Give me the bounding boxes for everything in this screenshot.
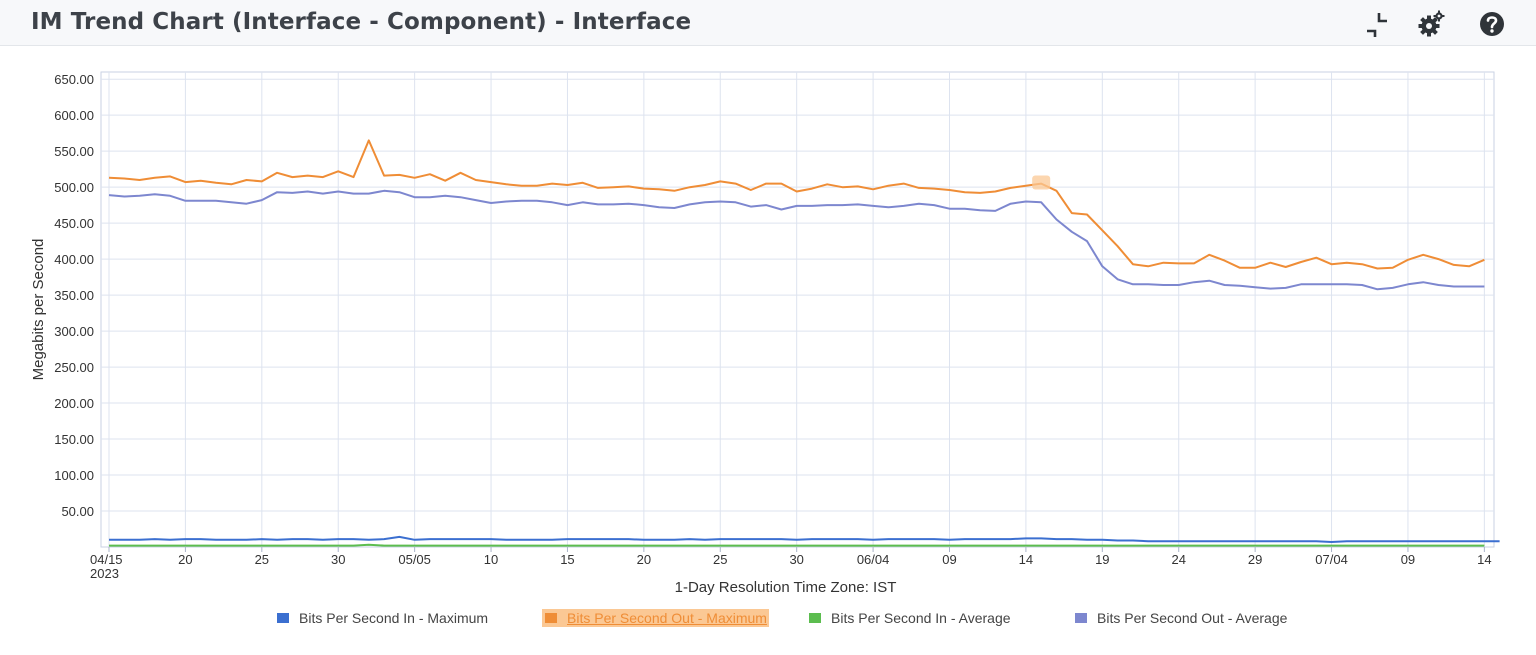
legend-swatch-out-max (545, 613, 557, 623)
settings-gear-icon[interactable] (1417, 10, 1445, 38)
legend-swatch-in-max (277, 613, 289, 623)
y-tick-label: 250.00 (54, 360, 94, 375)
y-axis-title: Megabits per Second (30, 239, 47, 381)
x-tick-label: 24 (1171, 552, 1185, 567)
y-tick-label: 600.00 (54, 108, 94, 123)
legend-item-out-max[interactable]: Bits Per Second Out - Maximum (542, 609, 769, 627)
x-tick-label: 29 (1248, 552, 1262, 567)
x-tick-label: 05/05 (398, 552, 431, 567)
x-tick-sublabel: 2023 (90, 566, 119, 581)
y-tick-label: 550.00 (54, 144, 94, 159)
help-icon[interactable] (1479, 10, 1507, 38)
y-tick-label: 100.00 (54, 468, 94, 483)
y-tick-label: 450.00 (54, 216, 94, 231)
x-tick-label: 30 (789, 552, 803, 567)
y-tick-label: 500.00 (54, 180, 94, 195)
trend-chart[interactable]: 650.00 600.00 550.00 500.00 450.00 400.00 350.… (0, 46, 1536, 606)
x-tick-label: 20 (178, 552, 192, 567)
legend-label-out-max: Bits Per Second Out - Maximum (567, 610, 767, 626)
x-tick-label: 30 (331, 552, 345, 567)
x-tick-label: 14 (1019, 552, 1033, 567)
plot-area (100, 71, 1495, 548)
legend-label-in-max: Bits Per Second In - Maximum (299, 610, 489, 626)
x-tick-label: 06/04 (857, 552, 890, 567)
chart-legend: Bits Per Second In - Maximum Bits Per Se… (0, 609, 1536, 629)
x-tick-label: 14 (1477, 552, 1491, 567)
x-tick-label: 20 (637, 552, 651, 567)
series-line-out-max (108, 139, 1485, 270)
x-tick-label: 25 (255, 552, 269, 567)
legend-label-in-avg: Bits Per Second In - Average (831, 610, 1011, 626)
y-tick-label: 350.00 (54, 288, 94, 303)
x-tick-label: 25 (713, 552, 727, 567)
legend-item-out-avg[interactable]: Bits Per Second Out - Average (1075, 609, 1287, 627)
y-tick-label: 300.00 (54, 324, 94, 339)
series-line-in-max (109, 535, 1500, 543)
x-axis-title: 1-Day Resolution Time Zone: IST (675, 579, 897, 596)
y-tick-label: 650.00 (54, 72, 94, 87)
legend-label-out-avg: Bits Per Second Out - Average (1097, 610, 1288, 626)
collapse-icon[interactable] (1363, 10, 1391, 38)
legend-item-in-max[interactable]: Bits Per Second In - Maximum (277, 609, 488, 627)
legend-item-in-avg[interactable]: Bits Per Second In - Average (809, 609, 1011, 627)
x-tick-label: 09 (942, 552, 956, 567)
x-tick-label: 09 (1401, 552, 1415, 567)
highlight-marker (1032, 175, 1051, 190)
legend-swatch-out-avg (1075, 613, 1087, 623)
y-tick-label: 200.00 (54, 396, 94, 411)
y-tick-label: 50.00 (61, 504, 94, 519)
y-tick-label: 400.00 (54, 252, 94, 267)
y-tick-label: 150.00 (54, 432, 94, 447)
x-tick-label: 07/04 (1315, 552, 1348, 567)
legend-swatch-in-avg (809, 613, 821, 623)
x-tick-label: 19 (1095, 552, 1109, 567)
series-line-out-avg (108, 189, 1485, 291)
series-line-in-avg (109, 543, 1485, 547)
panel-header: IM Trend Chart (Interface - Component) -… (0, 0, 1536, 46)
x-tick-label: 15 (560, 552, 574, 567)
x-tick-label: 04/15 (90, 552, 123, 567)
x-tick-label: 10 (484, 552, 498, 567)
page-title: IM Trend Chart (Interface - Component) -… (31, 9, 692, 35)
